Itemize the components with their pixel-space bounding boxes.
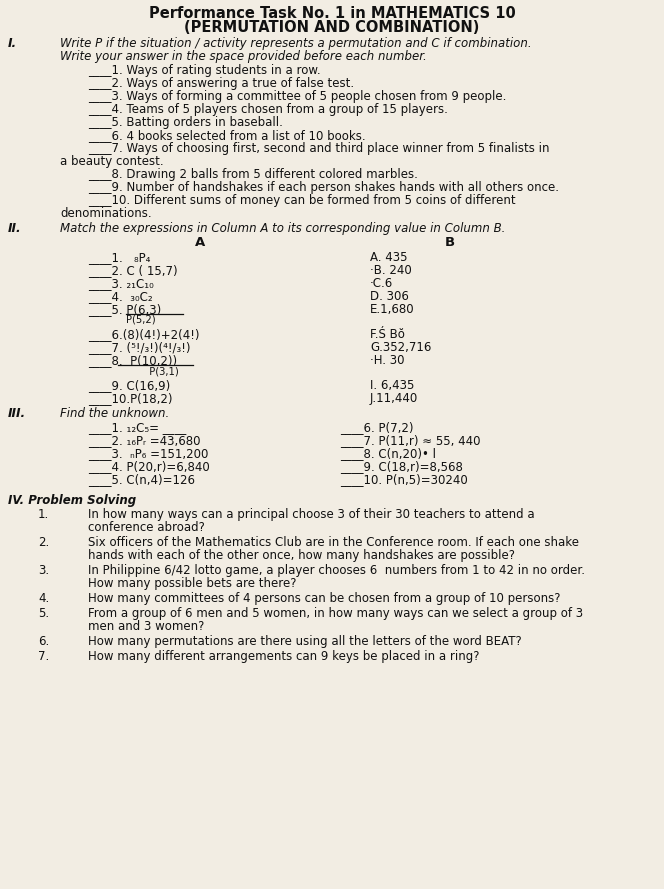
- Text: D. 306: D. 306: [370, 290, 409, 303]
- Text: ____2. ₁₆Pᵣ =43,680: ____2. ₁₆Pᵣ =43,680: [88, 434, 201, 447]
- Text: ____2. C ( 15,7): ____2. C ( 15,7): [88, 264, 178, 277]
- Text: ____1. ₁₂C₅= ____: ____1. ₁₂C₅= ____: [88, 421, 186, 434]
- Text: ____10. Different sums of money can be formed from 5 coins of different: ____10. Different sums of money can be f…: [88, 194, 516, 207]
- Text: Six officers of the Mathematics Club are in the Conference room. If each one sha: Six officers of the Mathematics Club are…: [88, 536, 579, 549]
- Text: 4.: 4.: [38, 592, 49, 605]
- Text: ____6.(8)(4!)+2(4!): ____6.(8)(4!)+2(4!): [88, 328, 199, 341]
- Text: ·C.6: ·C.6: [370, 277, 393, 290]
- Text: ____3.  ₙP₆ =151,200: ____3. ₙP₆ =151,200: [88, 447, 208, 460]
- Text: ____8.  P(10,2)): ____8. P(10,2)): [88, 354, 177, 367]
- Text: IV. Problem Solving: IV. Problem Solving: [8, 494, 136, 507]
- Text: B: B: [445, 236, 455, 249]
- Text: (PERMUTATION AND COMBINATION): (PERMUTATION AND COMBINATION): [185, 20, 479, 35]
- Text: ____9. C(18,r)=8,568: ____9. C(18,r)=8,568: [340, 460, 463, 473]
- Text: 7.: 7.: [38, 650, 49, 663]
- Text: ____8. Drawing 2 balls from 5 different colored marbles.: ____8. Drawing 2 balls from 5 different …: [88, 168, 418, 181]
- Text: How many committees of 4 persons can be chosen from a group of 10 persons?: How many committees of 4 persons can be …: [88, 592, 560, 605]
- Text: ____7. (⁵!/₃!)(⁴!/₃!): ____7. (⁵!/₃!)(⁴!/₃!): [88, 341, 191, 354]
- Text: ____1.   ₈P₄: ____1. ₈P₄: [88, 251, 150, 264]
- Text: denominations.: denominations.: [60, 207, 151, 220]
- Text: G.352,716: G.352,716: [370, 341, 432, 354]
- Text: ____2. Ways of answering a true of false test.: ____2. Ways of answering a true of false…: [88, 77, 354, 90]
- Text: E.1,680: E.1,680: [370, 303, 414, 316]
- Text: conference abroad?: conference abroad?: [88, 521, 205, 534]
- Text: A: A: [195, 236, 205, 249]
- Text: P(3,1): P(3,1): [118, 366, 179, 376]
- Text: ____3. ₂₁C₁₀: ____3. ₂₁C₁₀: [88, 277, 154, 290]
- Text: How many possible bets are there?: How many possible bets are there?: [88, 577, 297, 590]
- Text: ____5. Batting orders in baseball.: ____5. Batting orders in baseball.: [88, 116, 283, 129]
- Text: hands with each of the other once, how many handshakes are possible?: hands with each of the other once, how m…: [88, 549, 515, 562]
- Text: ____10.P(18,2): ____10.P(18,2): [88, 392, 173, 405]
- Text: ____9. Number of handshakes if each person shakes hands with all others once.: ____9. Number of handshakes if each pers…: [88, 181, 559, 194]
- Text: Find the unknown.: Find the unknown.: [60, 407, 169, 420]
- Text: P(5,2): P(5,2): [126, 315, 155, 325]
- Text: ·H. 30: ·H. 30: [370, 354, 404, 367]
- Text: ____4. Teams of 5 players chosen from a group of 15 players.: ____4. Teams of 5 players chosen from a …: [88, 103, 448, 116]
- Text: 6.: 6.: [38, 635, 49, 648]
- Text: I.: I.: [8, 37, 17, 50]
- Text: 1.: 1.: [38, 508, 49, 521]
- Text: 2.: 2.: [38, 536, 49, 549]
- Text: ____5. P(6,3): ____5. P(6,3): [88, 303, 161, 316]
- Text: Match the expressions in Column A to its corresponding value in Column B.: Match the expressions in Column A to its…: [60, 222, 505, 235]
- Text: ____7. Ways of choosing first, second and third place winner from 5 finalists in: ____7. Ways of choosing first, second an…: [88, 142, 550, 155]
- Text: ____8. C(n,20)• l: ____8. C(n,20)• l: [340, 447, 436, 460]
- Text: men and 3 women?: men and 3 women?: [88, 620, 205, 633]
- Text: ____7. P(11,r) ≈ 55, 440: ____7. P(11,r) ≈ 55, 440: [340, 434, 481, 447]
- Text: ____5. C(n,4)=126: ____5. C(n,4)=126: [88, 473, 195, 486]
- Text: ____9. C(16,9): ____9. C(16,9): [88, 379, 170, 392]
- Text: ____6. P(7,2): ____6. P(7,2): [340, 421, 414, 434]
- Text: Write P if the situation / activity represents a permutation and C if combinatio: Write P if the situation / activity repr…: [60, 37, 532, 50]
- Text: F.Ś Bŏ: F.Ś Bŏ: [370, 328, 405, 341]
- Text: From a group of 6 men and 5 women, in how many ways can we select a group of 3: From a group of 6 men and 5 women, in ho…: [88, 607, 583, 620]
- Text: II.: II.: [8, 222, 22, 235]
- Text: a beauty contest.: a beauty contest.: [60, 155, 163, 168]
- Text: Performance Task No. 1 in MATHEMATICS 10: Performance Task No. 1 in MATHEMATICS 10: [149, 6, 515, 21]
- Text: Write your answer in the space provided before each number.: Write your answer in the space provided …: [60, 50, 427, 63]
- Text: I. 6,435: I. 6,435: [370, 379, 414, 392]
- Text: ____10. P(n,5)=30240: ____10. P(n,5)=30240: [340, 473, 467, 486]
- Text: ____3. Ways of forming a committee of 5 people chosen from 9 people.: ____3. Ways of forming a committee of 5 …: [88, 90, 507, 103]
- Text: III.: III.: [8, 407, 26, 420]
- Text: How many permutations are there using all the letters of the word BEAT?: How many permutations are there using al…: [88, 635, 522, 648]
- Text: J.11,440: J.11,440: [370, 392, 418, 405]
- Text: ·B. 240: ·B. 240: [370, 264, 412, 277]
- Text: In Philippine 6/42 lotto game, a player chooses 6  numbers from 1 to 42 in no or: In Philippine 6/42 lotto game, a player …: [88, 564, 585, 577]
- Text: ____1. Ways of rating students in a row.: ____1. Ways of rating students in a row.: [88, 64, 321, 77]
- Text: ____4. P(20,r)=6,840: ____4. P(20,r)=6,840: [88, 460, 210, 473]
- Text: How many different arrangements can 9 keys be placed in a ring?: How many different arrangements can 9 ke…: [88, 650, 479, 663]
- Text: 3.: 3.: [38, 564, 49, 577]
- Text: ____6. 4 books selected from a list of 10 books.: ____6. 4 books selected from a list of 1…: [88, 129, 366, 142]
- Text: 5.: 5.: [38, 607, 49, 620]
- Text: ____4.  ₃₀C₂: ____4. ₃₀C₂: [88, 290, 153, 303]
- Text: In how many ways can a principal choose 3 of their 30 teachers to attend a: In how many ways can a principal choose …: [88, 508, 535, 521]
- Text: A. 435: A. 435: [370, 251, 408, 264]
